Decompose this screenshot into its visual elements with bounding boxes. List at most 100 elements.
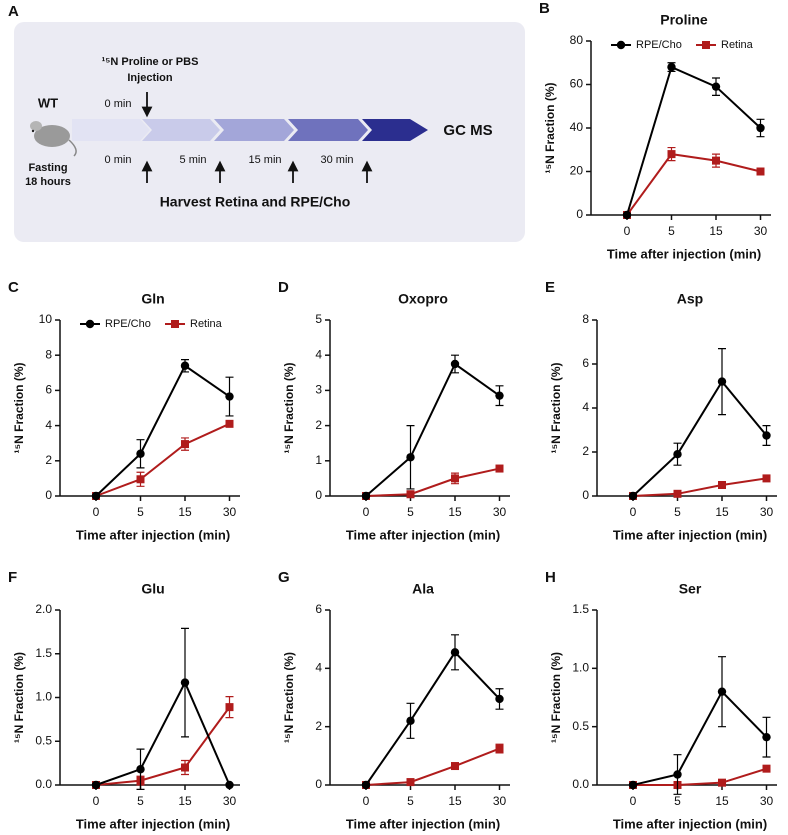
x-tick-label: 30 (760, 794, 774, 808)
panel-a: A WT Fasting 18 hours ¹⁵N Proline or PBS… (8, 3, 525, 242)
marker (406, 778, 415, 787)
y-tick-label: 2 (315, 719, 322, 733)
x-axis-label: Time after injection (min) (76, 527, 230, 542)
series-line (95, 422, 230, 497)
panel-label: F (8, 569, 17, 586)
x-axis-label: Time after injection (min) (613, 816, 767, 831)
panel-label: H (545, 569, 556, 586)
marker (712, 156, 720, 165)
y-axis-label: ¹⁵N Fraction (%) (549, 652, 563, 743)
marker (717, 377, 727, 386)
x-tick-label: 15 (715, 505, 729, 519)
marker (225, 703, 234, 712)
marker (711, 82, 721, 91)
marker (91, 780, 101, 790)
x-tick-label: 15 (709, 224, 723, 238)
series-line (95, 364, 231, 497)
y-axis-label: ¹⁵N Fraction (%) (282, 652, 296, 743)
y-tick-label: 0.5 (572, 719, 589, 733)
chart: G Ala ¹⁵N Fraction (%) Time after injection… (278, 569, 510, 831)
series-line (626, 65, 762, 216)
y-tick-label: 2 (582, 444, 589, 458)
x-axis-label: Time after injection (min) (76, 816, 230, 831)
marker (181, 440, 189, 449)
marker (718, 481, 726, 489)
marker (495, 744, 504, 753)
series-line (95, 706, 231, 786)
marker (450, 648, 460, 657)
marker (673, 489, 682, 498)
harvest-time: 5 min (180, 154, 207, 166)
x-tick-label: 5 (407, 505, 414, 519)
series-line (626, 153, 761, 216)
x-tick-label: 5 (137, 794, 144, 808)
chart: E Asp ¹⁵N Fraction (%) Time after injection… (545, 279, 777, 542)
x-tick-label: 15 (178, 794, 192, 808)
y-tick-label: 4 (45, 418, 52, 432)
x-tick-label: 15 (715, 794, 729, 808)
marker (756, 167, 765, 176)
x-tick-label: 30 (493, 505, 507, 519)
series-line (365, 747, 500, 786)
series-line (365, 467, 500, 497)
x-tick-label: 30 (493, 794, 507, 808)
chart: H Ser ¹⁵N Fraction (%) Time after injection… (545, 569, 777, 831)
y-tick-label: 60 (570, 77, 584, 91)
marker (616, 40, 626, 50)
timeline-arrow (72, 119, 428, 141)
y-tick-label: 0.0 (35, 777, 52, 791)
series-line (365, 362, 501, 497)
y-tick-label: 6 (45, 383, 52, 397)
y-tick-label: 4 (315, 661, 322, 675)
x-axis-label: Time after injection (min) (346, 527, 500, 542)
x-tick-label: 0 (93, 794, 100, 808)
x-tick-label: 15 (178, 505, 192, 519)
chart: F Glu ¹⁵N Fraction (%) Time after injection… (8, 569, 240, 831)
x-tick-label: 0 (630, 505, 637, 519)
legend-label: Retina (190, 318, 223, 330)
x-tick-label: 15 (448, 794, 462, 808)
marker (667, 150, 676, 159)
y-tick-label: 6 (315, 602, 322, 616)
injection-time: 0 min (105, 98, 132, 110)
series-line (632, 379, 768, 497)
y-axis-label: ¹⁵N Fraction (%) (543, 83, 557, 174)
x-tick-label: 0 (363, 505, 370, 519)
marker (136, 765, 145, 774)
y-axis-label: ¹⁵N Fraction (%) (12, 363, 26, 454)
marker (622, 210, 632, 220)
x-tick-label: 30 (223, 505, 237, 519)
chart: D Oxopro ¹⁵N Fraction (%) Time after inject… (278, 279, 510, 542)
y-axis-label: ¹⁵N Fraction (%) (282, 363, 296, 454)
y-tick-label: 20 (570, 164, 584, 178)
marker (673, 450, 682, 459)
harvest-label: Harvest Retina and RPE/Cho (160, 194, 351, 210)
marker (762, 764, 771, 773)
y-tick-label: 5 (315, 312, 322, 326)
injection-label: ¹⁵N Proline or PBS (102, 56, 199, 68)
x-tick-label: 5 (674, 505, 681, 519)
marker (495, 694, 504, 704)
mouse-icon (30, 121, 77, 157)
y-tick-label: 1.0 (35, 690, 52, 704)
panel-label: A (8, 3, 19, 20)
panel-label: C (8, 279, 19, 296)
x-tick-label: 0 (363, 794, 370, 808)
y-axis-label: ¹⁵N Fraction (%) (12, 652, 26, 743)
x-tick-label: 30 (223, 794, 237, 808)
marker (225, 780, 234, 790)
x-axis-label: Time after injection (min) (613, 527, 767, 542)
chart-title: Glu (141, 581, 164, 597)
legend-label: RPE/Cho (636, 39, 682, 51)
panel-label: B (539, 0, 550, 17)
marker (180, 361, 190, 370)
series-line (632, 689, 768, 786)
marker (136, 449, 145, 458)
marker (181, 763, 189, 772)
harvest-time: 15 min (248, 154, 281, 166)
marker (451, 474, 459, 483)
series-line (633, 767, 767, 786)
marker (717, 687, 727, 696)
x-tick-label: 30 (754, 224, 768, 238)
marker (718, 778, 726, 787)
